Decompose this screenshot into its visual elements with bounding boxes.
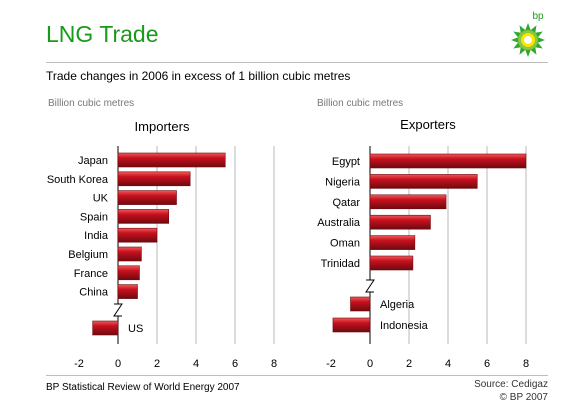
- category-label: Qatar: [332, 197, 360, 209]
- bar-france: [117, 265, 140, 281]
- bar-qatar: [369, 194, 447, 210]
- bp-helios-logo: bp: [511, 11, 545, 57]
- tick-label: 4: [445, 358, 451, 370]
- unit-label: Billion cubic metres: [317, 98, 403, 109]
- category-label: Egypt: [332, 156, 360, 168]
- category-label: US: [128, 323, 143, 335]
- panel-title: Importers: [135, 119, 190, 134]
- logo-text: bp: [532, 11, 544, 22]
- tick-label: 0: [367, 358, 373, 370]
- footer-divider: [46, 375, 548, 376]
- footer-publication: BP Statistical Review of World Energy 20…: [46, 382, 240, 393]
- tick-label: -2: [74, 358, 84, 370]
- copyright-text: © BP 2007: [499, 392, 548, 403]
- bar-australia: [369, 214, 431, 230]
- tick-label: 6: [232, 358, 238, 370]
- panel-title: Exporters: [400, 117, 456, 132]
- bar-indonesia: [332, 317, 371, 333]
- category-label: Nigeria: [325, 176, 361, 188]
- header-divider: [46, 62, 548, 63]
- category-label: Spain: [80, 211, 108, 223]
- bar-algeria: [350, 296, 371, 312]
- tick-label: 6: [484, 358, 490, 370]
- bar-japan: [117, 152, 226, 168]
- chart-exporters: Billion cubic metres Exporters Egypt Nigeri…: [317, 98, 529, 370]
- bar-china: [117, 284, 138, 299]
- category-label: Belgium: [68, 249, 108, 261]
- tick-label: 2: [406, 358, 412, 370]
- category-label: Algeria: [380, 299, 415, 311]
- footer-credits: Source: Cedigaz © BP 2007: [474, 378, 548, 404]
- bar-belgium: [117, 246, 142, 262]
- bar-south-korea: [117, 171, 191, 187]
- bar-egypt: [369, 153, 527, 169]
- source-text: Source: Cedigaz: [474, 379, 548, 390]
- bar-nigeria: [369, 174, 478, 189]
- bar-uk: [117, 190, 177, 205]
- category-label: Oman: [330, 238, 360, 250]
- tick-label: 0: [115, 358, 121, 370]
- tick-label: 4: [193, 358, 199, 370]
- page-title: LNG Trade: [46, 21, 159, 47]
- tick-label: 8: [523, 358, 529, 370]
- axis-break-mark: [365, 279, 375, 293]
- bar-oman: [369, 235, 416, 250]
- axis-break-mark: [113, 303, 123, 317]
- category-label: China: [79, 287, 109, 299]
- unit-label: Billion cubic metres: [48, 98, 134, 109]
- category-label: France: [74, 268, 108, 280]
- category-label: Indonesia: [380, 320, 429, 332]
- category-label: Trinidad: [321, 258, 360, 270]
- tick-label: 2: [154, 358, 160, 370]
- bar-us: [92, 320, 119, 336]
- bar-trinidad: [369, 255, 414, 271]
- category-label: Australia: [317, 217, 361, 229]
- category-label: South Korea: [47, 174, 109, 186]
- category-label: UK: [93, 193, 109, 205]
- bar-india: [117, 227, 158, 243]
- category-label: Japan: [78, 155, 108, 167]
- category-label: India: [84, 230, 109, 242]
- subtitle: Trade changes in 2006 in excess of 1 bil…: [46, 69, 351, 83]
- tick-label: 8: [271, 358, 277, 370]
- bar-spain: [117, 209, 170, 224]
- tick-label: -2: [326, 358, 336, 370]
